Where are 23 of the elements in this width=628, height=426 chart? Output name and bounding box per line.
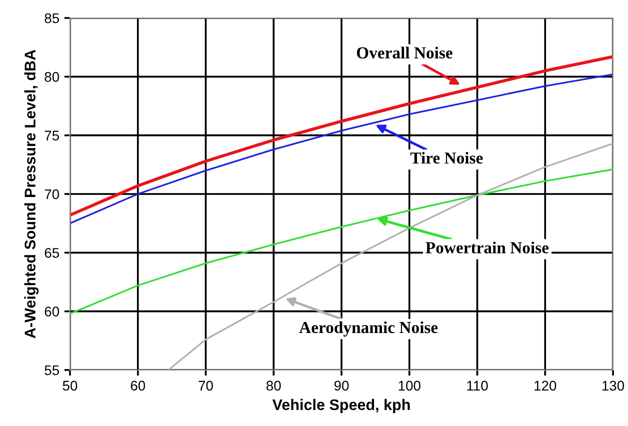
line-series xyxy=(168,142,613,370)
x-tick-label: 70 xyxy=(198,380,213,391)
x-tick-label: 120 xyxy=(534,380,556,391)
x-tick-label: 130 xyxy=(602,380,624,391)
x-tick-label: 50 xyxy=(62,380,78,391)
y-tick-label: 80 xyxy=(44,72,60,82)
y-tick-label: 60 xyxy=(44,306,60,317)
x-tick-label: 60 xyxy=(130,380,146,391)
x-tick-label: 90 xyxy=(334,380,349,391)
annotation: Powertrain Noise xyxy=(426,242,549,254)
y-tick-label: 70 xyxy=(44,189,60,200)
annotation: Aerodynamic Noise xyxy=(299,321,438,337)
y-axis-title: A-Weighted Sound Pressure Level, dBA xyxy=(24,50,39,338)
y-tick-label: 55 xyxy=(44,365,60,376)
x-tick-label: 80 xyxy=(266,380,281,391)
x-tick-label: 100 xyxy=(398,380,420,391)
x-axis-title: Vehicle Speed, kph xyxy=(272,398,410,414)
annotation: Tire Noise xyxy=(410,152,483,164)
y-tick-label: 65 xyxy=(44,248,60,258)
annotation: Overall Noise xyxy=(356,46,452,58)
x-tick-label: 110 xyxy=(467,380,488,391)
y-tick-label: 85 xyxy=(44,13,60,24)
y-tick-label: 75 xyxy=(44,130,60,141)
